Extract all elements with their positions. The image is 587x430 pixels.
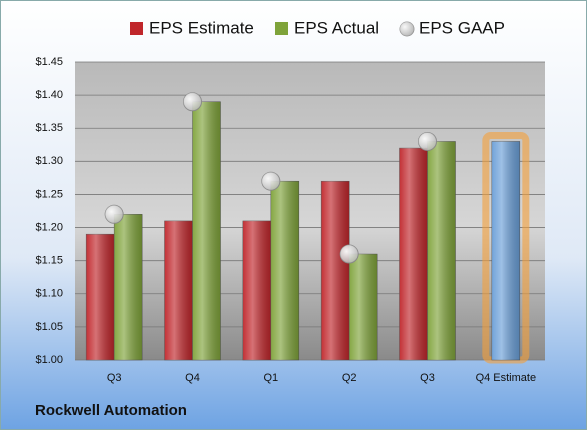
x-tick-label: Q2 [342,372,357,384]
bar-shine [491,141,520,360]
gaap-marker-shine [183,92,202,111]
legend-label: EPS GAAP [419,18,505,37]
legend-marker-shine [400,22,414,36]
y-tick-label: $1.25 [35,188,63,200]
bar-shine [270,181,299,360]
y-tick-label: $1.05 [35,321,63,333]
y-tick-label: $1.20 [35,221,63,233]
gaap-marker-shine [261,172,280,191]
y-tick-label: $1.30 [35,155,63,167]
plot-area [75,62,545,360]
x-tick-label: Q3 [420,372,435,384]
bar-shine [86,234,115,360]
x-tick-label: Q1 [263,372,278,384]
bar-shine [192,101,221,360]
bar-shine [399,148,428,360]
bar-shine [164,220,193,360]
gaap-marker-shine [340,245,359,264]
chart-title: Rockwell Automation [35,402,187,419]
y-tick-label: $1.35 [35,122,63,134]
x-tick-label: Q4 [185,372,200,384]
gaap-marker-shine [418,132,437,151]
legend-label: EPS Estimate [149,18,254,37]
gaap-marker-shine [105,205,124,224]
bar-shine [242,220,271,360]
bar-shine [114,214,143,360]
bar-shine [427,141,456,360]
legend-label: EPS Actual [294,18,379,37]
bar-shine [321,181,350,360]
x-tick-label: Q3 [107,372,122,384]
y-tick-label: $1.10 [35,288,63,300]
y-tick-label: $1.45 [35,56,63,68]
legend-marker [275,22,288,35]
legend-marker [130,22,143,35]
x-tick-label: Q4 Estimate [476,372,537,384]
bar-shine [349,254,378,360]
y-tick-label: $1.40 [35,89,63,101]
y-tick-label: $1.15 [35,255,63,267]
y-tick-label: $1.00 [35,354,63,366]
